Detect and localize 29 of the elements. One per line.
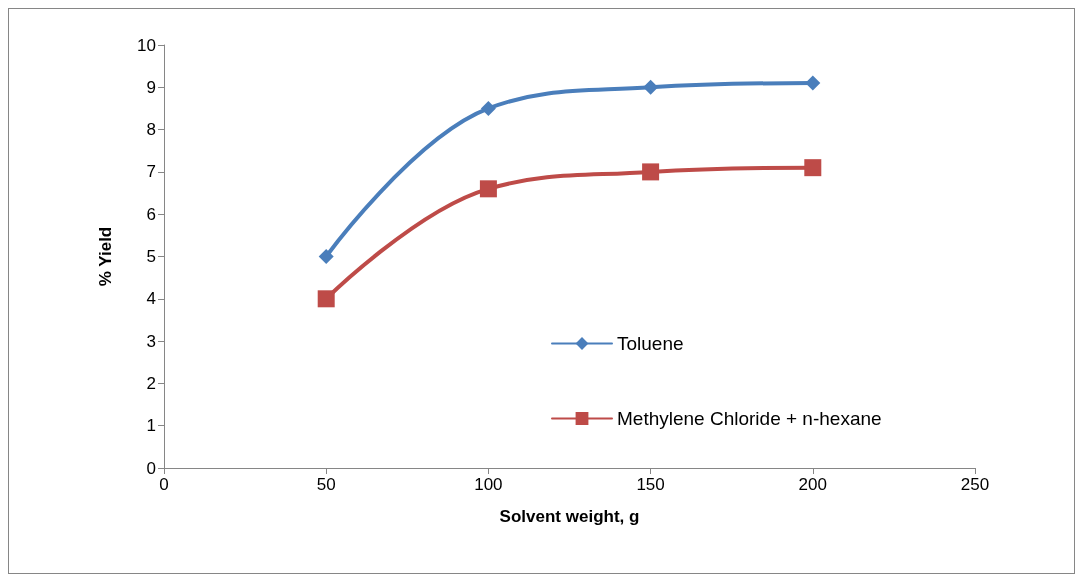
point bbox=[479, 180, 497, 198]
x-tick-label: 150 bbox=[636, 475, 665, 494]
x-tick-label: 0 bbox=[159, 475, 169, 494]
y-tick-label: 6 bbox=[146, 204, 156, 224]
y-tick-label: 7 bbox=[146, 162, 156, 182]
y-tick-label: 3 bbox=[146, 331, 156, 351]
x-tick-label: 100 bbox=[474, 475, 503, 494]
x-axis-title: Solvent weight, g bbox=[499, 507, 640, 526]
point bbox=[805, 75, 821, 91]
y-tick-label: 9 bbox=[146, 77, 156, 97]
point bbox=[804, 159, 822, 177]
point bbox=[317, 290, 335, 308]
y-tick-label: 5 bbox=[146, 247, 156, 266]
legend-label: Methylene Chloride + n-hexane bbox=[617, 408, 882, 429]
y-tick-label: 1 bbox=[146, 416, 156, 436]
y-tick-label: 4 bbox=[146, 289, 156, 309]
point bbox=[643, 79, 659, 95]
y-tick-label: 8 bbox=[146, 120, 156, 140]
y-tick-label: 0 bbox=[146, 458, 156, 478]
point bbox=[642, 163, 660, 181]
point bbox=[318, 249, 334, 264]
x-tick-label: 50 bbox=[316, 475, 336, 494]
y-tick-label: 2 bbox=[146, 373, 156, 393]
x-tick-label: 250 bbox=[960, 475, 990, 494]
y-tick-label: 10 bbox=[137, 35, 156, 55]
legend-label: Toluene bbox=[617, 333, 684, 354]
y-axis-title: % Yield bbox=[96, 226, 115, 287]
x-tick-label: 200 bbox=[798, 475, 827, 494]
point bbox=[480, 100, 496, 116]
